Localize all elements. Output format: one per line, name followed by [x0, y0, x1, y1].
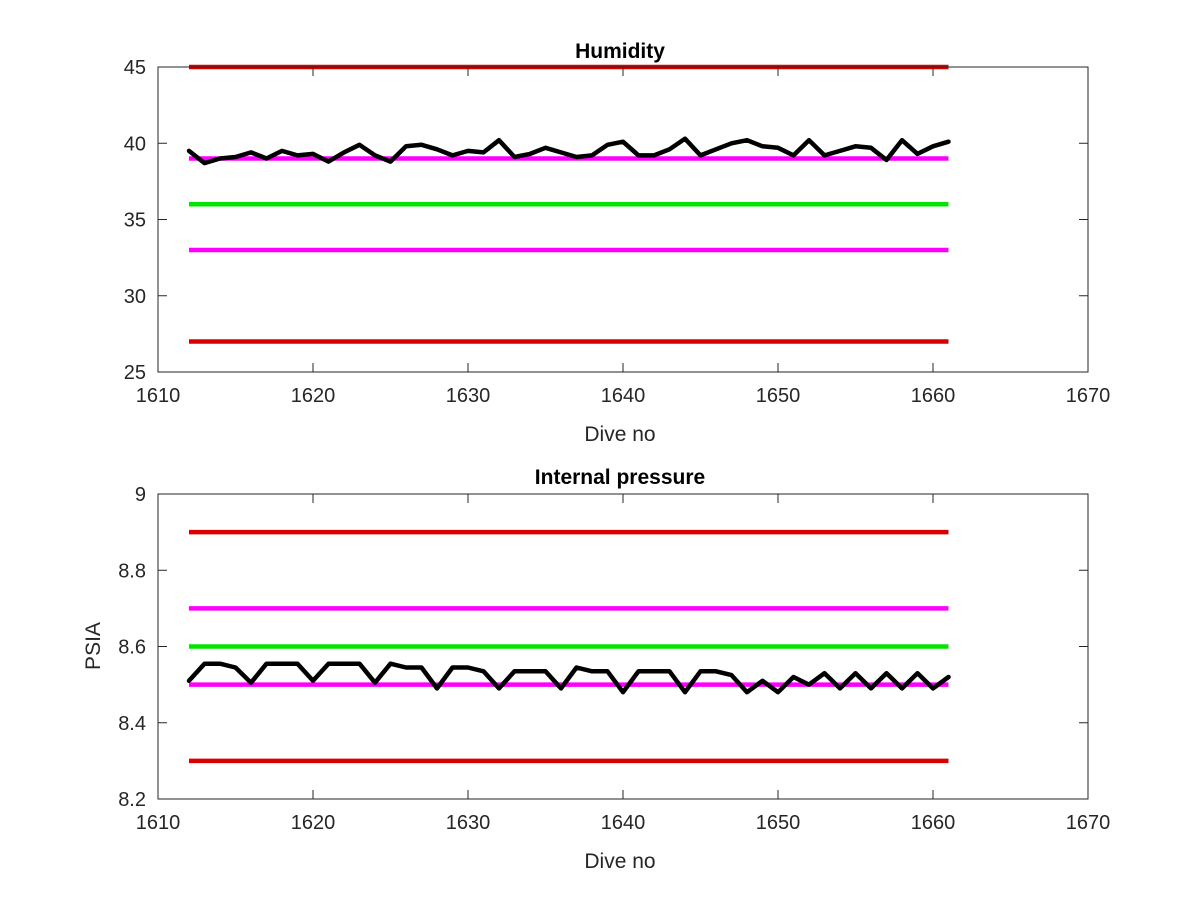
y-tick-label: 45 [124, 57, 146, 79]
x-ticks: 1610 1620 1630 1640 1650 1660 1670 [136, 67, 1111, 407]
x-tick-label: 1660 [911, 385, 956, 407]
chart-title: Internal pressure [535, 466, 705, 489]
data-series-line-0 [186, 661, 951, 695]
y-ticks: 25 30 35 40 45 [124, 57, 1088, 384]
x-tick-label: 1640 [601, 385, 646, 407]
x-ticks: 1610 1620 1630 1640 1650 1660 1670 [136, 494, 1111, 834]
x-axis-label: Dive no [584, 850, 655, 873]
series-lines [186, 136, 951, 166]
x-tick-label: 1650 [756, 385, 801, 407]
y-tick-label: 8.2 [118, 789, 146, 811]
x-tick-label: 1620 [291, 385, 336, 407]
y-ticks: 8.2 8.4 8.6 8.8 9 [118, 484, 1088, 811]
threshold-lines [189, 529, 949, 764]
series-lines [186, 661, 951, 695]
y-tick-label: 8.8 [118, 560, 146, 582]
x-axis-label: Dive no [584, 423, 655, 446]
y-tick-label: 40 [124, 133, 146, 155]
y-axis-label: PSIA [82, 622, 105, 670]
humidity-chart: Humidity 1610 1620 1630 1640 1650 1660 1670 25… [124, 40, 1111, 446]
x-tick-label: 1670 [1066, 812, 1111, 834]
x-tick-label: 1610 [136, 812, 181, 834]
y-tick-label: 8.4 [118, 713, 146, 735]
y-tick-label: 25 [124, 362, 146, 384]
x-tick-label: 1650 [756, 812, 801, 834]
x-tick-label: 1640 [601, 812, 646, 834]
x-tick-label: 1630 [446, 385, 491, 407]
internal-pressure-chart: Internal pressure 1610 1620 1630 1640 1650 16… [82, 466, 1110, 873]
y-tick-label: 30 [124, 286, 146, 308]
y-tick-label: 8.6 [118, 637, 146, 659]
x-tick-label: 1610 [136, 385, 181, 407]
x-tick-label: 1620 [291, 812, 336, 834]
data-series-line-0 [186, 136, 951, 166]
chart-title: Humidity [575, 40, 665, 63]
x-tick-label: 1630 [446, 812, 491, 834]
x-tick-label: 1670 [1066, 385, 1111, 407]
x-tick-label: 1660 [911, 812, 956, 834]
y-tick-label: 9 [135, 484, 146, 506]
y-tick-label: 35 [124, 210, 146, 232]
